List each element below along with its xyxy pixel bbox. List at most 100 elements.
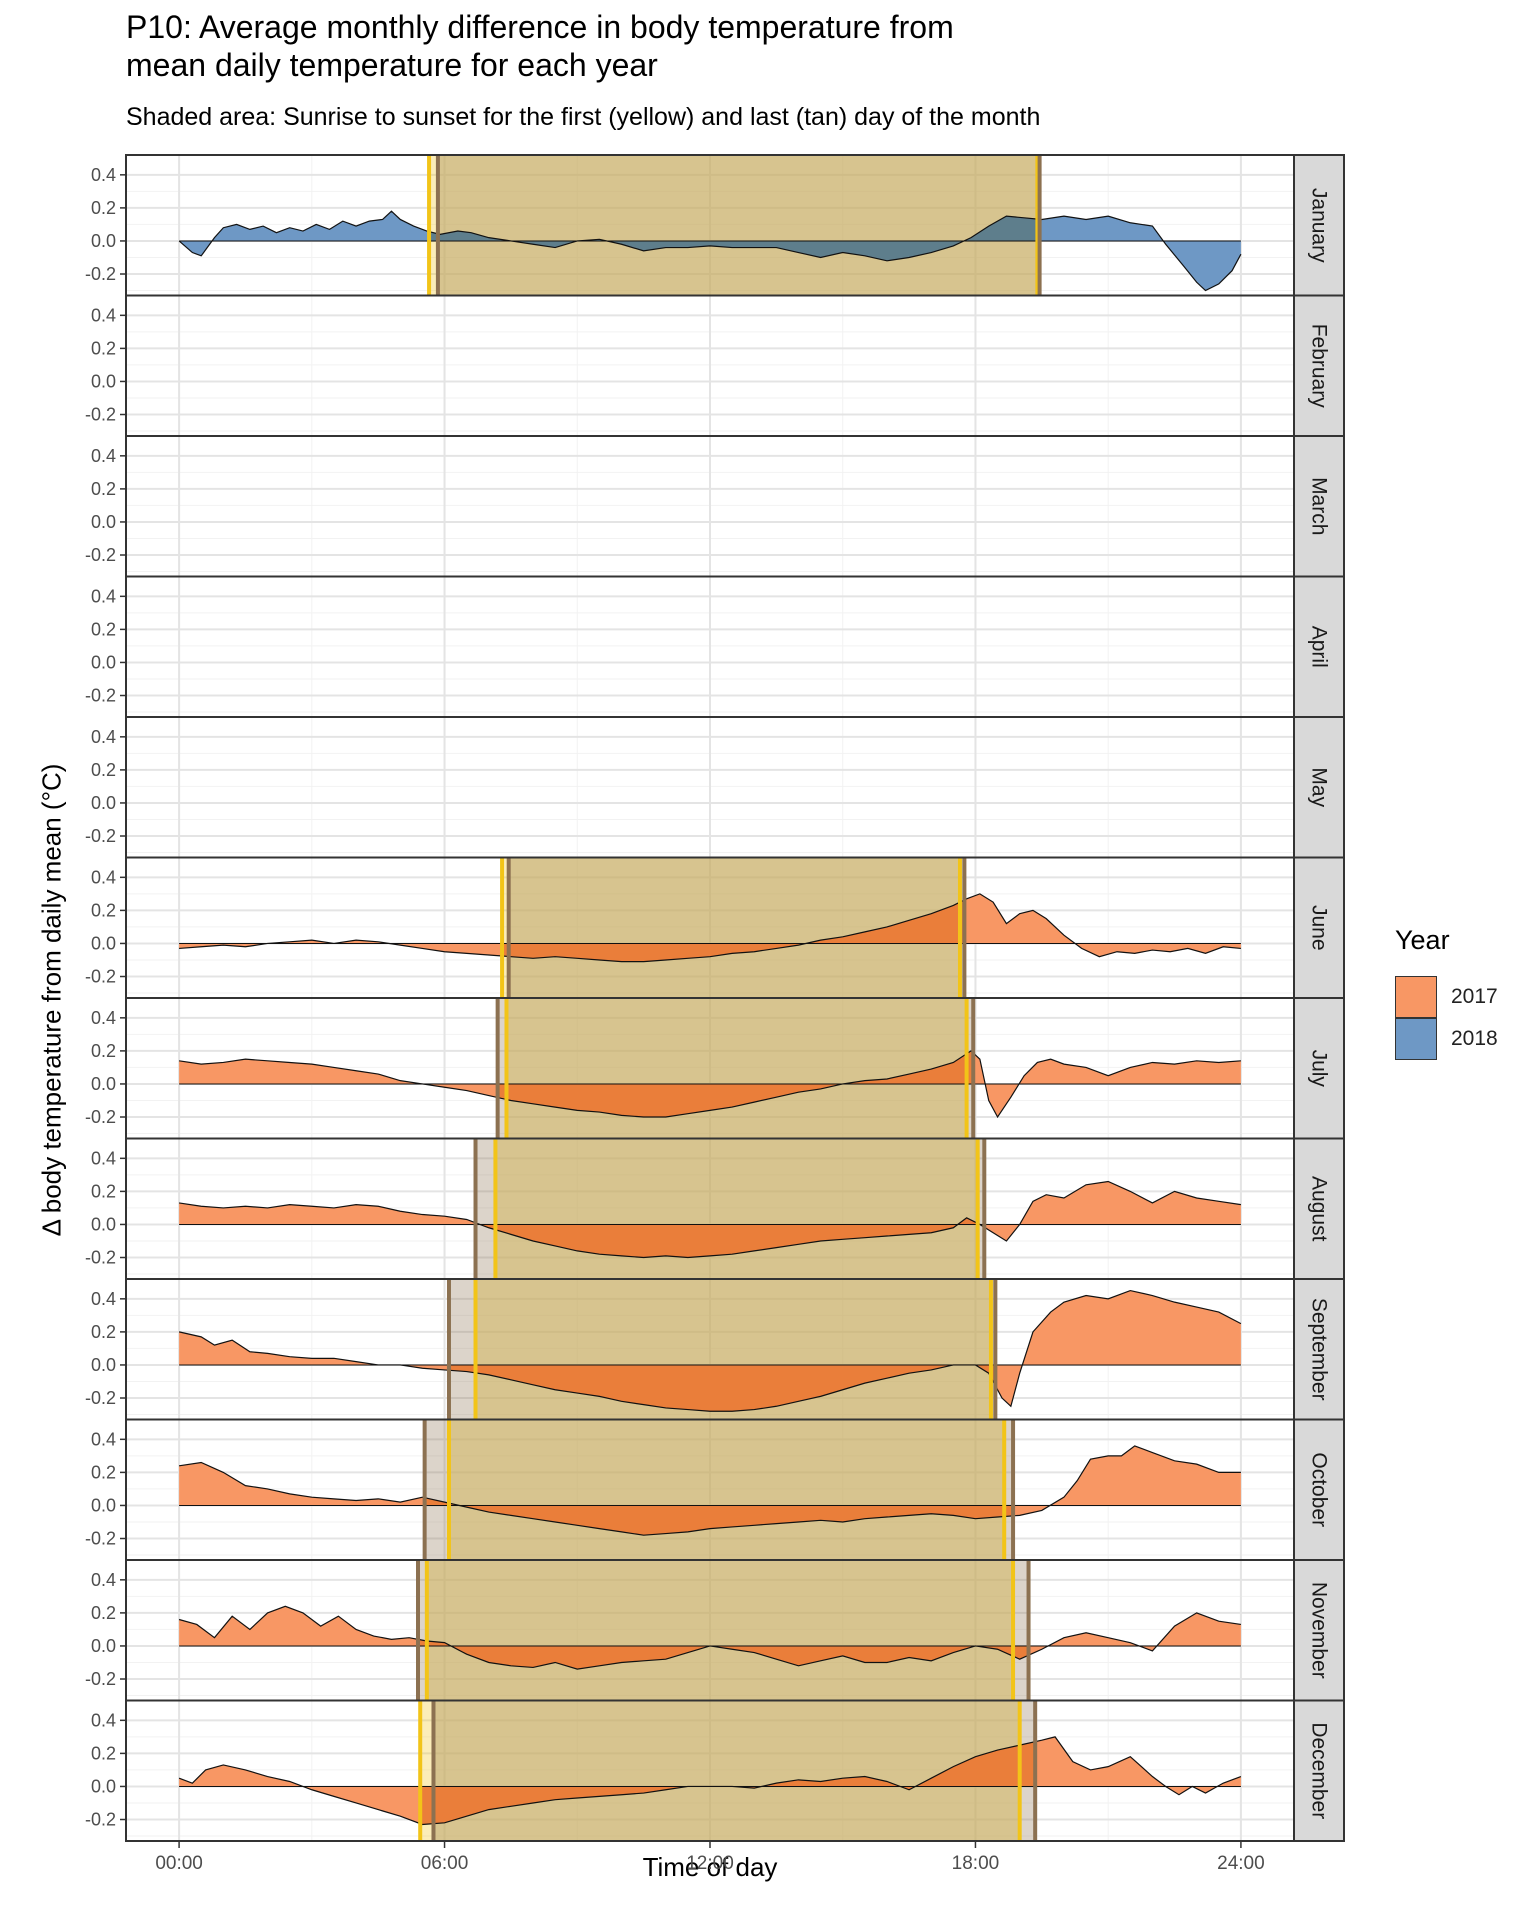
daylight-overlap [433, 1700, 1020, 1841]
chart-title: P10: Average monthly difference in body … [126, 9, 954, 83]
first-day-daylight [448, 1419, 1005, 1560]
first-day-daylight [506, 998, 967, 1139]
series-area-daylight-2017 [448, 1364, 996, 1412]
facet-label-november: November [1308, 1582, 1331, 1679]
y-tick-label: 0.4 [91, 1008, 116, 1028]
y-tick-label: -0.2 [85, 545, 116, 565]
legend-label-2018: 2018 [1451, 1027, 1498, 1050]
panel-june: June 0.4 0.2 0.0 -0.2 [85, 856, 1345, 999]
y-tick-label: -0.2 [85, 826, 116, 846]
daylight-overlap [495, 1138, 978, 1279]
series-line-2017 [179, 893, 1241, 963]
series-line-2017 [179, 1180, 1241, 1259]
facet-strip-march [1293, 435, 1345, 578]
panel-october: October 0.4 0.2 0.0 -0.2 [85, 1418, 1345, 1561]
y-tick-label: -0.2 [85, 1810, 116, 1830]
daylight-shading [424, 1419, 1014, 1560]
facet-strip-april [1293, 575, 1345, 718]
y-tick-label: 0.2 [91, 479, 116, 499]
panel-january: January 0.4 0.2 0.0 -0.2 [85, 154, 1345, 297]
facet-strip-june [1293, 856, 1345, 999]
y-tick-label: -0.2 [85, 1529, 116, 1549]
panel-april: April 0.4 0.2 0.0 -0.2 [85, 575, 1345, 718]
daylight-shading [420, 1700, 1036, 1841]
series-area-daylight-2018 [429, 216, 1040, 261]
panel-may: May 0.4 0.2 0.0 -0.2 [85, 716, 1345, 859]
facet-label-december: December [1308, 1722, 1331, 1819]
last-day-daylight [418, 1560, 1029, 1701]
last-day-daylight [475, 1138, 985, 1279]
legend-label-2017: 2017 [1451, 985, 1498, 1008]
y-tick-label: 0.0 [91, 1355, 116, 1375]
y-tick-label: 0.0 [91, 512, 116, 532]
series-line-2018 [178, 210, 1242, 292]
facet-strip-december [1293, 1699, 1345, 1842]
y-tick-label: -0.2 [85, 1388, 116, 1408]
facet-label-september: September [1308, 1298, 1331, 1401]
x-tick-label: 24:00 [1217, 1853, 1265, 1874]
y-tick-label: 0.4 [91, 1148, 116, 1168]
daylight-overlap [506, 998, 967, 1139]
facet-strip-july [1293, 997, 1345, 1140]
panel-november: November 0.4 0.2 0.0 -0.2 [85, 1559, 1345, 1702]
y-tick-label: -0.2 [85, 1107, 116, 1127]
daylight-shading [429, 155, 1040, 296]
legend-swatch-2017 [1395, 976, 1437, 1018]
y-tick-label: 0.4 [91, 727, 116, 747]
y-tick-label: 0.0 [91, 371, 116, 391]
panel-august: August 0.4 0.2 0.0 -0.2 [85, 1137, 1345, 1280]
legend: Year 2017 2018 [1395, 925, 1498, 1060]
legend-swatch-2018 [1395, 1018, 1437, 1060]
y-tick-label: 0.4 [91, 1429, 116, 1449]
y-tick-label: -0.2 [85, 264, 116, 284]
y-tick-label: 0.2 [91, 198, 116, 218]
facet-label-april: April [1308, 626, 1331, 668]
y-tick-label: 0.4 [91, 1570, 116, 1590]
facet-label-july: July [1308, 1050, 1331, 1088]
series-area-daylight-2017 [502, 899, 965, 962]
y-tick-label: -0.2 [85, 405, 116, 425]
facet-strip-may [1293, 716, 1345, 859]
y-tick-label: 0.2 [91, 1743, 116, 1763]
last-day-daylight [424, 1419, 1014, 1560]
y-tick-label: 0.4 [91, 165, 116, 185]
y-tick-label: 0.2 [91, 760, 116, 780]
y-tick-label: 0.2 [91, 1041, 116, 1061]
facet-strip-october [1293, 1418, 1345, 1561]
legend-item-2018: 2018 [1395, 1018, 1498, 1060]
y-tick-label: 0.0 [91, 1495, 116, 1515]
daylight-shading [418, 1560, 1029, 1701]
x-tick-label: 12:00 [686, 1853, 734, 1874]
facet-label-august: August [1308, 1176, 1331, 1242]
y-tick-label: -0.2 [85, 1669, 116, 1689]
y-tick-label: 0.2 [91, 1322, 116, 1342]
facet-label-june: June [1308, 905, 1331, 951]
y-tick-label: 0.0 [91, 1074, 116, 1094]
x-tick-label: 00:00 [155, 1853, 203, 1874]
y-tick-label: 0.4 [91, 305, 116, 325]
panel-march: March 0.4 0.2 0.0 -0.2 [85, 435, 1345, 578]
y-tick-label: 0.4 [91, 1289, 116, 1309]
y-tick-label: 0.0 [91, 1636, 116, 1656]
y-tick-label: 0.0 [91, 231, 116, 251]
y-tick-label: 0.0 [91, 793, 116, 813]
y-tick-label: 0.0 [91, 1776, 116, 1796]
series-area-daylight-2017 [497, 1050, 974, 1118]
daylight-overlap [437, 155, 1038, 296]
first-day-daylight [420, 1700, 1020, 1841]
y-tick-label: 0.0 [91, 1214, 116, 1234]
y-tick-label: 0.4 [91, 446, 116, 466]
facet-strip-january [1293, 154, 1345, 297]
x-axis-label: Time of day [642, 1852, 778, 1882]
facet-label-october: October [1308, 1452, 1331, 1527]
y-tick-label: 0.2 [91, 1603, 116, 1623]
series-line-2017 [178, 1605, 1241, 1670]
y-tick-label: 0.4 [91, 586, 116, 606]
y-tick-label: 0.4 [91, 1710, 116, 1730]
y-tick-label: 0.2 [91, 1462, 116, 1482]
panel-september: September 0.4 0.2 0.0 -0.2 [85, 1278, 1345, 1421]
panel-july: July 0.4 0.2 0.0 -0.2 [85, 997, 1345, 1140]
facet-label-march: March [1308, 477, 1331, 535]
facet-label-january: January [1308, 188, 1331, 263]
